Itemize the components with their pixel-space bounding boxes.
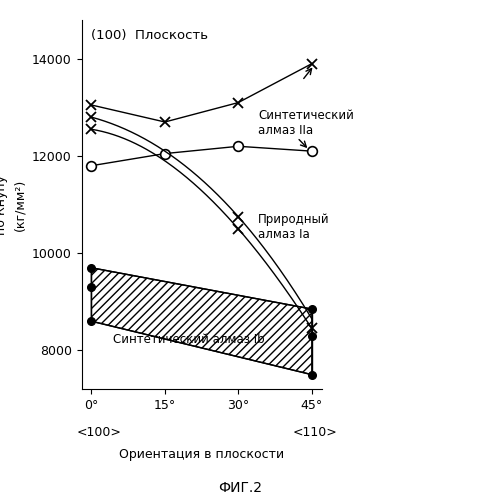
Y-axis label: Твердость
по Кнупу
(кг/мм²): Твердость по Кнупу (кг/мм²) [0,170,26,239]
Polygon shape [91,268,312,375]
Text: Синтетический алмаз Ib: Синтетический алмаз Ib [113,333,264,346]
Text: Синтетический
алмаз IIa: Синтетический алмаз IIa [258,109,354,137]
Text: <110>: <110> [293,426,337,439]
Text: <100>: <100> [77,426,121,439]
Text: ФИГ.2: ФИГ.2 [218,481,262,495]
Text: Природный
алмаз Ia: Природный алмаз Ia [258,213,330,241]
Text: (100)  Плоскость: (100) Плоскость [91,29,208,42]
Text: Ориентация в плоскости: Ориентация в плоскости [119,448,284,461]
